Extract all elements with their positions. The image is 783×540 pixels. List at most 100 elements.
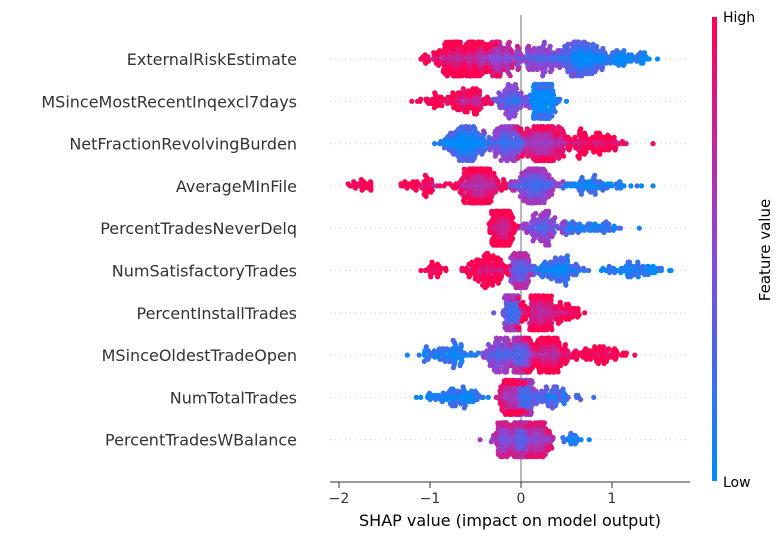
shap-point (585, 71, 591, 77)
shap-point (423, 344, 429, 350)
shap-point (475, 350, 481, 356)
shap-point (416, 352, 422, 358)
shap-point (490, 73, 496, 79)
shap-point (581, 265, 587, 271)
shap-point (504, 365, 510, 371)
shap-point (521, 198, 527, 204)
shap-point (590, 134, 596, 140)
shap-point (585, 221, 591, 227)
shap-point (530, 155, 537, 162)
shap-point (625, 58, 631, 64)
shap-point (476, 149, 483, 155)
shap-point (422, 172, 428, 178)
shap-point (561, 153, 567, 159)
shap-point (496, 39, 502, 45)
shap-point (503, 270, 509, 276)
shap-point (455, 354, 462, 360)
shap-point (600, 187, 606, 193)
shap-point (481, 253, 487, 259)
shap-point (563, 282, 569, 288)
shap-point (539, 335, 545, 341)
shap-point (472, 111, 478, 117)
shap-point (524, 229, 530, 235)
shap-point (548, 113, 555, 119)
shap-point (486, 41, 492, 47)
shap-point (568, 41, 575, 47)
shap-point (522, 54, 528, 60)
shap-point (546, 369, 552, 375)
shap-point (539, 155, 545, 161)
shap-point (568, 229, 574, 235)
shap-point (576, 221, 583, 227)
shap-point (406, 181, 412, 187)
shap-point (501, 239, 507, 245)
shap-point (442, 358, 448, 364)
shap-point (432, 90, 438, 96)
shap-point (600, 344, 607, 350)
shap-point (431, 105, 437, 111)
shap-point (559, 314, 566, 320)
shap-point (608, 181, 614, 187)
shap-point (576, 187, 583, 193)
shap-point (570, 306, 576, 312)
shap-point (472, 276, 478, 282)
shap-point (585, 41, 591, 47)
shap-point (517, 105, 524, 111)
shap-point (550, 259, 556, 265)
shap-point (509, 363, 515, 369)
shap-point (547, 43, 553, 50)
shap-point (562, 342, 569, 348)
shap-point (448, 130, 454, 136)
shap-point (448, 39, 454, 45)
shap-point (595, 223, 602, 229)
shap-point (586, 267, 592, 274)
shap-point (560, 128, 566, 134)
shap-point (441, 145, 447, 151)
shap-point (520, 299, 526, 305)
shap-point (575, 314, 581, 320)
shap-point (509, 64, 515, 70)
shap-point (536, 124, 542, 130)
shap-point (470, 71, 476, 77)
shap-point (457, 363, 463, 369)
shap-point (605, 147, 612, 153)
shap-point (625, 52, 631, 58)
shap-point (365, 185, 371, 191)
shap-point (592, 344, 598, 350)
shap-point (468, 90, 474, 96)
shap-point (488, 198, 494, 204)
shap-point (493, 335, 500, 341)
shap-point (502, 263, 508, 269)
shap-point (444, 73, 450, 79)
shap-point (538, 82, 544, 89)
shap-point (553, 100, 559, 106)
shap-point (519, 170, 525, 176)
shap-point (544, 261, 550, 267)
shap-point (608, 354, 614, 360)
shap-point (518, 52, 524, 58)
shap-point (494, 126, 501, 132)
shap-point (587, 356, 594, 362)
shap-point (594, 179, 600, 185)
shap-point (503, 185, 509, 191)
shap-point (560, 185, 566, 191)
shap-point (592, 191, 598, 197)
shap-point (555, 320, 562, 326)
shap-point (560, 257, 566, 263)
shap-point (439, 102, 445, 109)
shap-point (577, 350, 583, 356)
shap-point (544, 62, 550, 68)
shap-point (603, 60, 609, 66)
shap-point (530, 66, 536, 73)
shap-point (635, 259, 641, 265)
shap-point (425, 356, 431, 362)
shap-point (474, 257, 480, 263)
shap-point (493, 96, 499, 102)
shap-point (501, 308, 507, 314)
shap-point (495, 179, 501, 185)
shap-point (456, 107, 463, 113)
shap-point (549, 191, 555, 197)
shap-point (521, 221, 527, 227)
shap-point (494, 73, 500, 79)
